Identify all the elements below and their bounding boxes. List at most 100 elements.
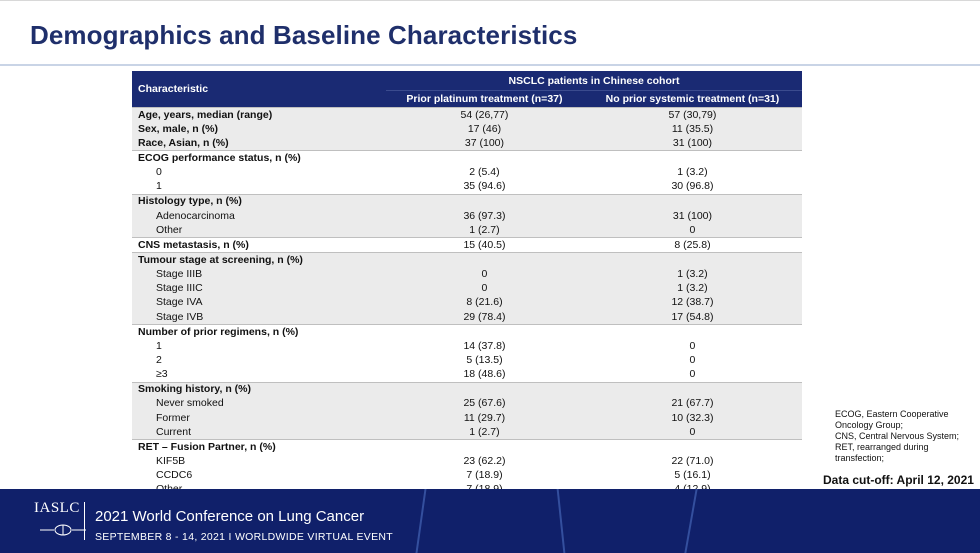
banner-divider	[84, 502, 85, 540]
banner-light-streak	[556, 489, 566, 553]
conference-subtitle: SEPTEMBER 8 - 14, 2021 I WORLDWIDE VIRTU…	[95, 531, 393, 543]
table-row: Number of prior regimens, n (%)	[132, 324, 802, 340]
cell-no-prior-treatment: 0	[689, 353, 696, 366]
table-row: ECOG performance status, n (%)	[132, 150, 802, 166]
cell-no-prior-treatment: 17 (54.8)	[582, 309, 802, 325]
cell-no-prior-treatment: 11 (35.5)	[582, 122, 802, 137]
cell-prior-platinum: 5 (13.5)	[466, 353, 503, 366]
cohort-header: NSCLC patients in Chinese cohort	[386, 71, 802, 91]
table-row: Stage IVB 29 (78.4) 17 (54.8)	[132, 309, 802, 325]
row-label: Stage IVA	[132, 295, 386, 310]
cell-no-prior-treatment	[582, 381, 802, 397]
cell-prior-platinum	[386, 381, 583, 397]
cell-prior-platinum	[386, 150, 583, 166]
cell-prior-platinum	[386, 439, 583, 455]
banner-light-streak	[415, 489, 427, 553]
table-row: Tumour stage at screening, n (%)	[132, 252, 802, 268]
row-label: Adenocarcinoma	[132, 208, 386, 224]
table-row: Sex, male, n (%) 17 (46) 11 (35.5)	[132, 122, 802, 137]
cell-no-prior-treatment: 0	[582, 223, 802, 238]
cell-no-prior-treatment	[582, 252, 802, 268]
table-row: Stage IIIC 0 1 (3.2)	[132, 281, 802, 296]
cell-prior-platinum: 8 (21.6)	[386, 295, 583, 310]
row-label: Number of prior regimens, n (%)	[132, 324, 386, 340]
cell-prior-platinum: 11 (29.7)	[386, 410, 583, 426]
row-label: Sex, male, n (%)	[132, 122, 386, 137]
row-label: Former	[132, 410, 386, 426]
title-divider	[0, 64, 980, 66]
data-cutoff-note: Data cut-off: April 12, 2021	[823, 473, 974, 487]
table-row: CCDC6 7 (18.9) 5 (16.1)	[132, 469, 802, 483]
table-row: Adenocarcinoma 36 (97.3) 31 (100)	[132, 208, 802, 224]
row-label: ECOG performance status, n (%)	[132, 150, 386, 166]
table-row: Former 11 (29.7) 10 (32.3)	[132, 410, 802, 426]
cell-no-prior-treatment: 0	[689, 339, 696, 352]
table-row: Current 1 (2.7) 0	[132, 425, 802, 440]
cell-no-prior-treatment: 0	[582, 425, 802, 440]
cell-prior-platinum: 17 (46)	[386, 122, 583, 137]
cell-prior-platinum: 35 (94.6)	[463, 180, 506, 193]
row-label: 1	[156, 180, 162, 193]
conference-name: 2021 World Conference on Lung Cancer	[95, 508, 365, 525]
footnote-line: RET, rearranged during	[835, 442, 929, 452]
row-label: Age, years, median (range)	[132, 107, 386, 123]
cell-prior-platinum: 7 (18.9)	[466, 469, 503, 482]
cell-prior-platinum: 36 (97.3)	[386, 208, 583, 224]
cell-prior-platinum: 18 (48.6)	[463, 368, 506, 381]
row-label: Tumour stage at screening, n (%)	[132, 252, 386, 268]
table-row: ≥3 18 (48.6) 0	[132, 368, 802, 383]
row-label: ≥3	[156, 368, 168, 381]
cell-no-prior-treatment: 31 (100)	[582, 208, 802, 224]
table-row: 1 14 (37.8) 0	[132, 339, 802, 353]
cell-no-prior-treatment	[582, 439, 802, 455]
cell-no-prior-treatment: 1 (3.2)	[582, 267, 802, 282]
cell-prior-platinum: 25 (67.6)	[386, 396, 583, 411]
cell-no-prior-treatment	[582, 150, 802, 166]
row-label: CCDC6	[156, 469, 193, 482]
top-border	[0, 0, 980, 1]
row-label: RET – Fusion Partner, n (%)	[132, 439, 386, 455]
cell-no-prior-treatment: 21 (67.7)	[582, 396, 802, 411]
cell-no-prior-treatment: 8 (25.8)	[582, 237, 802, 253]
table-row: Stage IIIB 0 1 (3.2)	[132, 267, 802, 282]
cell-prior-platinum	[386, 324, 583, 340]
table-row: Never smoked 25 (67.6) 21 (67.7)	[132, 396, 802, 411]
row-label: Other	[132, 223, 386, 238]
table-row: Stage IVA 8 (21.6) 12 (38.7)	[132, 295, 802, 310]
footnote-line: ECOG, Eastern Cooperative	[835, 409, 949, 419]
table-row: RET – Fusion Partner, n (%)	[132, 439, 802, 455]
table-row: 0 2 (5.4) 1 (3.2)	[132, 166, 802, 180]
cell-prior-platinum: 2 (5.4)	[469, 166, 500, 179]
characteristic-header: Characteristic	[132, 71, 386, 108]
cell-no-prior-treatment: 30 (96.8)	[671, 180, 714, 193]
row-label: Never smoked	[132, 396, 386, 411]
cell-no-prior-treatment	[582, 193, 802, 209]
table-row: 2 5 (13.5) 0	[132, 353, 802, 367]
baseline-characteristics-table: Characteristic NSCLC patients in Chinese…	[132, 71, 802, 497]
cell-prior-platinum: 1 (2.7)	[386, 223, 583, 238]
row-label: Stage IVB	[132, 309, 386, 325]
iaslc-logo: IASLC	[34, 500, 86, 536]
row-label: 1	[156, 339, 162, 352]
lungs-emblem-icon	[40, 524, 86, 536]
cell-prior-platinum	[386, 193, 583, 209]
row-label: Current	[132, 425, 386, 440]
cell-no-prior-treatment: 12 (38.7)	[582, 295, 802, 310]
slide-title: Demographics and Baseline Characteristic…	[30, 20, 578, 50]
logo-text: IASLC	[34, 500, 80, 516]
conference-banner: IASLC 2021 World Conference on Lung Canc…	[0, 489, 980, 553]
table-row: Age, years, median (range) 54 (26,77) 57 (…	[132, 107, 802, 123]
row-label: Smoking history, n (%)	[132, 381, 386, 397]
table-body: Age, years, median (range) 54 (26,77) 57 (…	[132, 107, 802, 497]
footnote-line: transfection;	[835, 453, 885, 463]
table-row: 1 35 (94.6) 30 (96.8)	[132, 180, 802, 195]
abbreviations-footnote: ECOG, Eastern Cooperative Oncology Group;…	[835, 409, 980, 464]
cell-no-prior-treatment: 10 (32.3)	[582, 410, 802, 426]
row-label: 0	[156, 166, 162, 179]
table-row: Other 1 (2.7) 0	[132, 223, 802, 238]
cell-prior-platinum: 29 (78.4)	[386, 309, 583, 325]
cell-no-prior-treatment: 0	[689, 368, 696, 381]
cell-prior-platinum: 37 (100)	[386, 136, 583, 151]
cell-prior-platinum: 1 (2.7)	[386, 425, 583, 440]
table-row: Histology type, n (%)	[132, 193, 802, 209]
